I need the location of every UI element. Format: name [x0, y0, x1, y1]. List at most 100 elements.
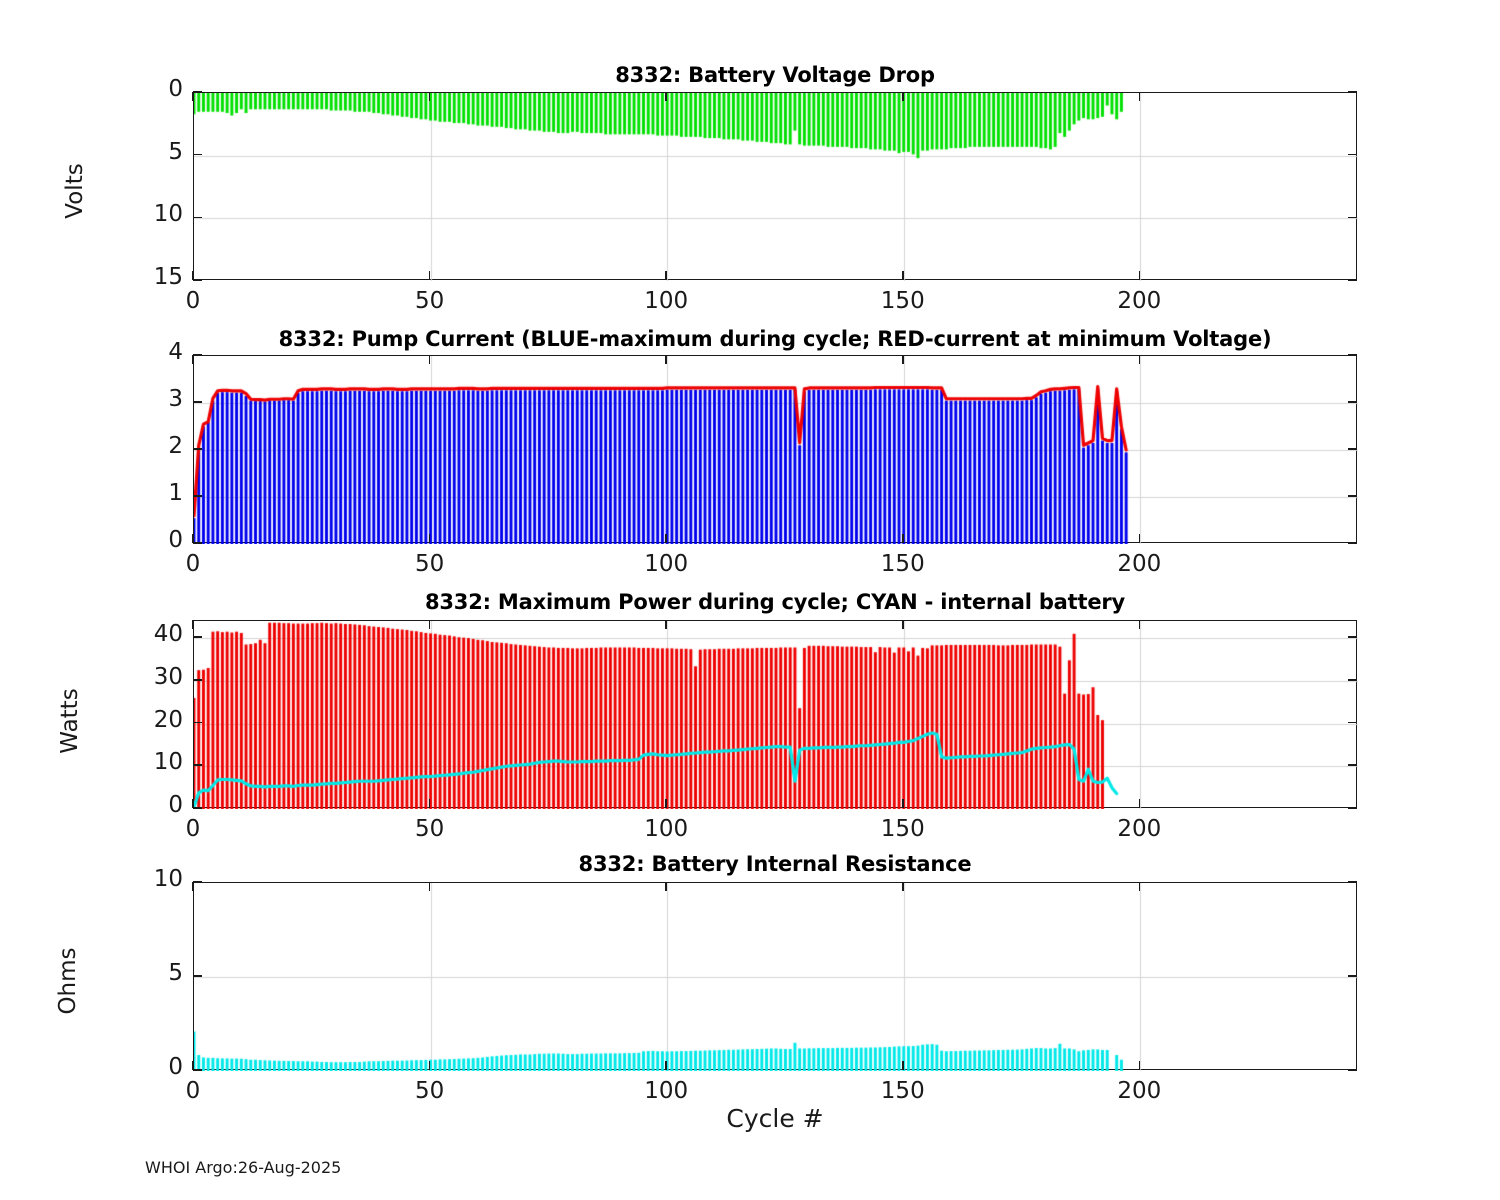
panel-pump-current: 8332: Pump Current (BLUE-maximum during … [0, 0, 1500, 544]
x-tick-label: 150 [880, 1078, 925, 1104]
y-tickmark-right [1348, 542, 1357, 544]
x-tickmark [665, 271, 667, 280]
x-tick-label: 150 [880, 288, 925, 314]
y-tick-label: 5 [168, 138, 183, 165]
x-tickmark [192, 1061, 194, 1070]
x-tick-label: 200 [1117, 816, 1162, 842]
y-tickmark [193, 448, 202, 450]
footer-credit: WHOI Argo:26-Aug-2025 [145, 1158, 342, 1177]
x-tickmark [192, 271, 194, 280]
x-tickmark-top [428, 355, 431, 364]
x-tick-label: 50 [414, 288, 445, 314]
y-tickmark-right [1348, 216, 1357, 219]
x-tick-label: 100 [644, 551, 689, 577]
x-tickmark [1138, 799, 1141, 808]
y-tick-label: 20 [153, 706, 183, 733]
x-tick-label: 100 [644, 288, 689, 314]
y-tickmark-right [1348, 448, 1357, 450]
x-tickmark-top [428, 882, 431, 891]
panel-battery-voltage-drop: 8332: Battery Voltage Drop Volts [0, 0, 1500, 300]
plot-canvas-resistance [194, 883, 1358, 1071]
x-tickmark-top [665, 620, 667, 629]
panel-title-resistance: 8332: Battery Internal Resistance [578, 852, 972, 876]
y-tickmark-right [1348, 279, 1357, 281]
x-tick-label: 150 [880, 816, 925, 842]
x-tickmark [192, 534, 194, 543]
x-tickmark [428, 799, 431, 808]
y-tickmark [193, 495, 202, 497]
x-tickmark-top [665, 92, 667, 101]
y-tickmark-right [1348, 764, 1357, 767]
x-tick-label: 200 [1117, 551, 1162, 577]
x-tickmark [428, 1061, 431, 1070]
plot-canvas-power [194, 621, 1358, 809]
x-tickmark-top [901, 92, 904, 101]
y-tickmark-right [1348, 807, 1357, 809]
x-tickmark-top [901, 620, 904, 629]
x-tick-label: 100 [644, 1078, 689, 1104]
x-tick-label: 50 [414, 551, 445, 577]
panel-title-voltage: 8332: Battery Voltage Drop [615, 63, 935, 87]
x-tickmark [901, 1061, 904, 1070]
x-tick-label: 100 [644, 816, 689, 842]
x-tickmark-top [192, 882, 194, 891]
x-tickmark-top [192, 355, 194, 364]
x-tickmark [1138, 271, 1141, 280]
y-tickmark [193, 881, 202, 883]
x-tickmark-top [428, 620, 431, 629]
x-tickmark [1138, 1061, 1141, 1070]
y-tickmark [193, 807, 202, 809]
x-tick-label: 50 [414, 816, 445, 842]
axes-resistance [193, 882, 1358, 1071]
x-tickmark-top [901, 882, 904, 891]
x-tickmark [901, 534, 904, 543]
axes-pump [193, 355, 1358, 544]
x-tickmark [428, 271, 431, 280]
y-tickmark-right [1348, 153, 1357, 156]
x-tickmark [901, 799, 904, 808]
y-tickmark [193, 153, 202, 156]
y-tick-label: 5 [168, 960, 183, 986]
y-tickmark [193, 542, 202, 544]
y-tickmark-right [1348, 975, 1357, 977]
y-tick-label: 0 [168, 1054, 183, 1080]
x-tick-label: 0 [185, 288, 201, 314]
x-tickmark-top [192, 92, 194, 101]
y-tickmark [193, 216, 202, 219]
y-tick-label: 10 [153, 749, 183, 776]
y-tickmark [193, 401, 202, 403]
y-tick-label: 1 [168, 480, 183, 506]
y-tickmark-right [1348, 881, 1357, 883]
y-tickmark-right [1348, 636, 1357, 638]
panel-title-pump: 8332: Pump Current (BLUE-maximum during … [278, 327, 1272, 351]
y-tickmark [193, 91, 202, 93]
x-tickmark [665, 534, 667, 543]
x-tickmark-top [665, 355, 667, 364]
x-tick-label: 200 [1117, 288, 1162, 314]
x-tickmark [901, 271, 904, 280]
y-tickmark-right [1348, 495, 1357, 497]
y-tick-label: 2 [168, 433, 183, 459]
y-tickmark-right [1348, 354, 1357, 356]
x-tick-label: 0 [185, 816, 201, 842]
y-tickmark-right [1348, 679, 1357, 681]
panel-maximum-power: 8332: Maximum Power during cycle; CYAN -… [0, 0, 1500, 809]
y-tickmark [193, 636, 202, 638]
y-tick-label: 15 [153, 264, 183, 290]
y-tick-label: 10 [153, 201, 183, 228]
y-tick-label: 0 [168, 792, 183, 818]
y-tick-label: 0 [168, 76, 183, 102]
x-tickmark-top [901, 355, 904, 364]
x-tickmark-top [428, 92, 431, 101]
y-tickmark [193, 354, 202, 356]
y-tickmark-right [1348, 401, 1357, 403]
y-tick-label: 3 [168, 386, 183, 412]
x-tickmark-top [1138, 355, 1141, 364]
y-tick-label: 4 [168, 339, 183, 365]
y-axis-label-ohms: Ohms [55, 947, 81, 1015]
x-tick-label: 50 [414, 1078, 445, 1104]
panel-internal-resistance: 8332: Battery Internal Resistance Ohms C… [0, 0, 1500, 1133]
y-tick-label: 40 [153, 621, 183, 648]
x-tick-label: 0 [185, 551, 201, 577]
